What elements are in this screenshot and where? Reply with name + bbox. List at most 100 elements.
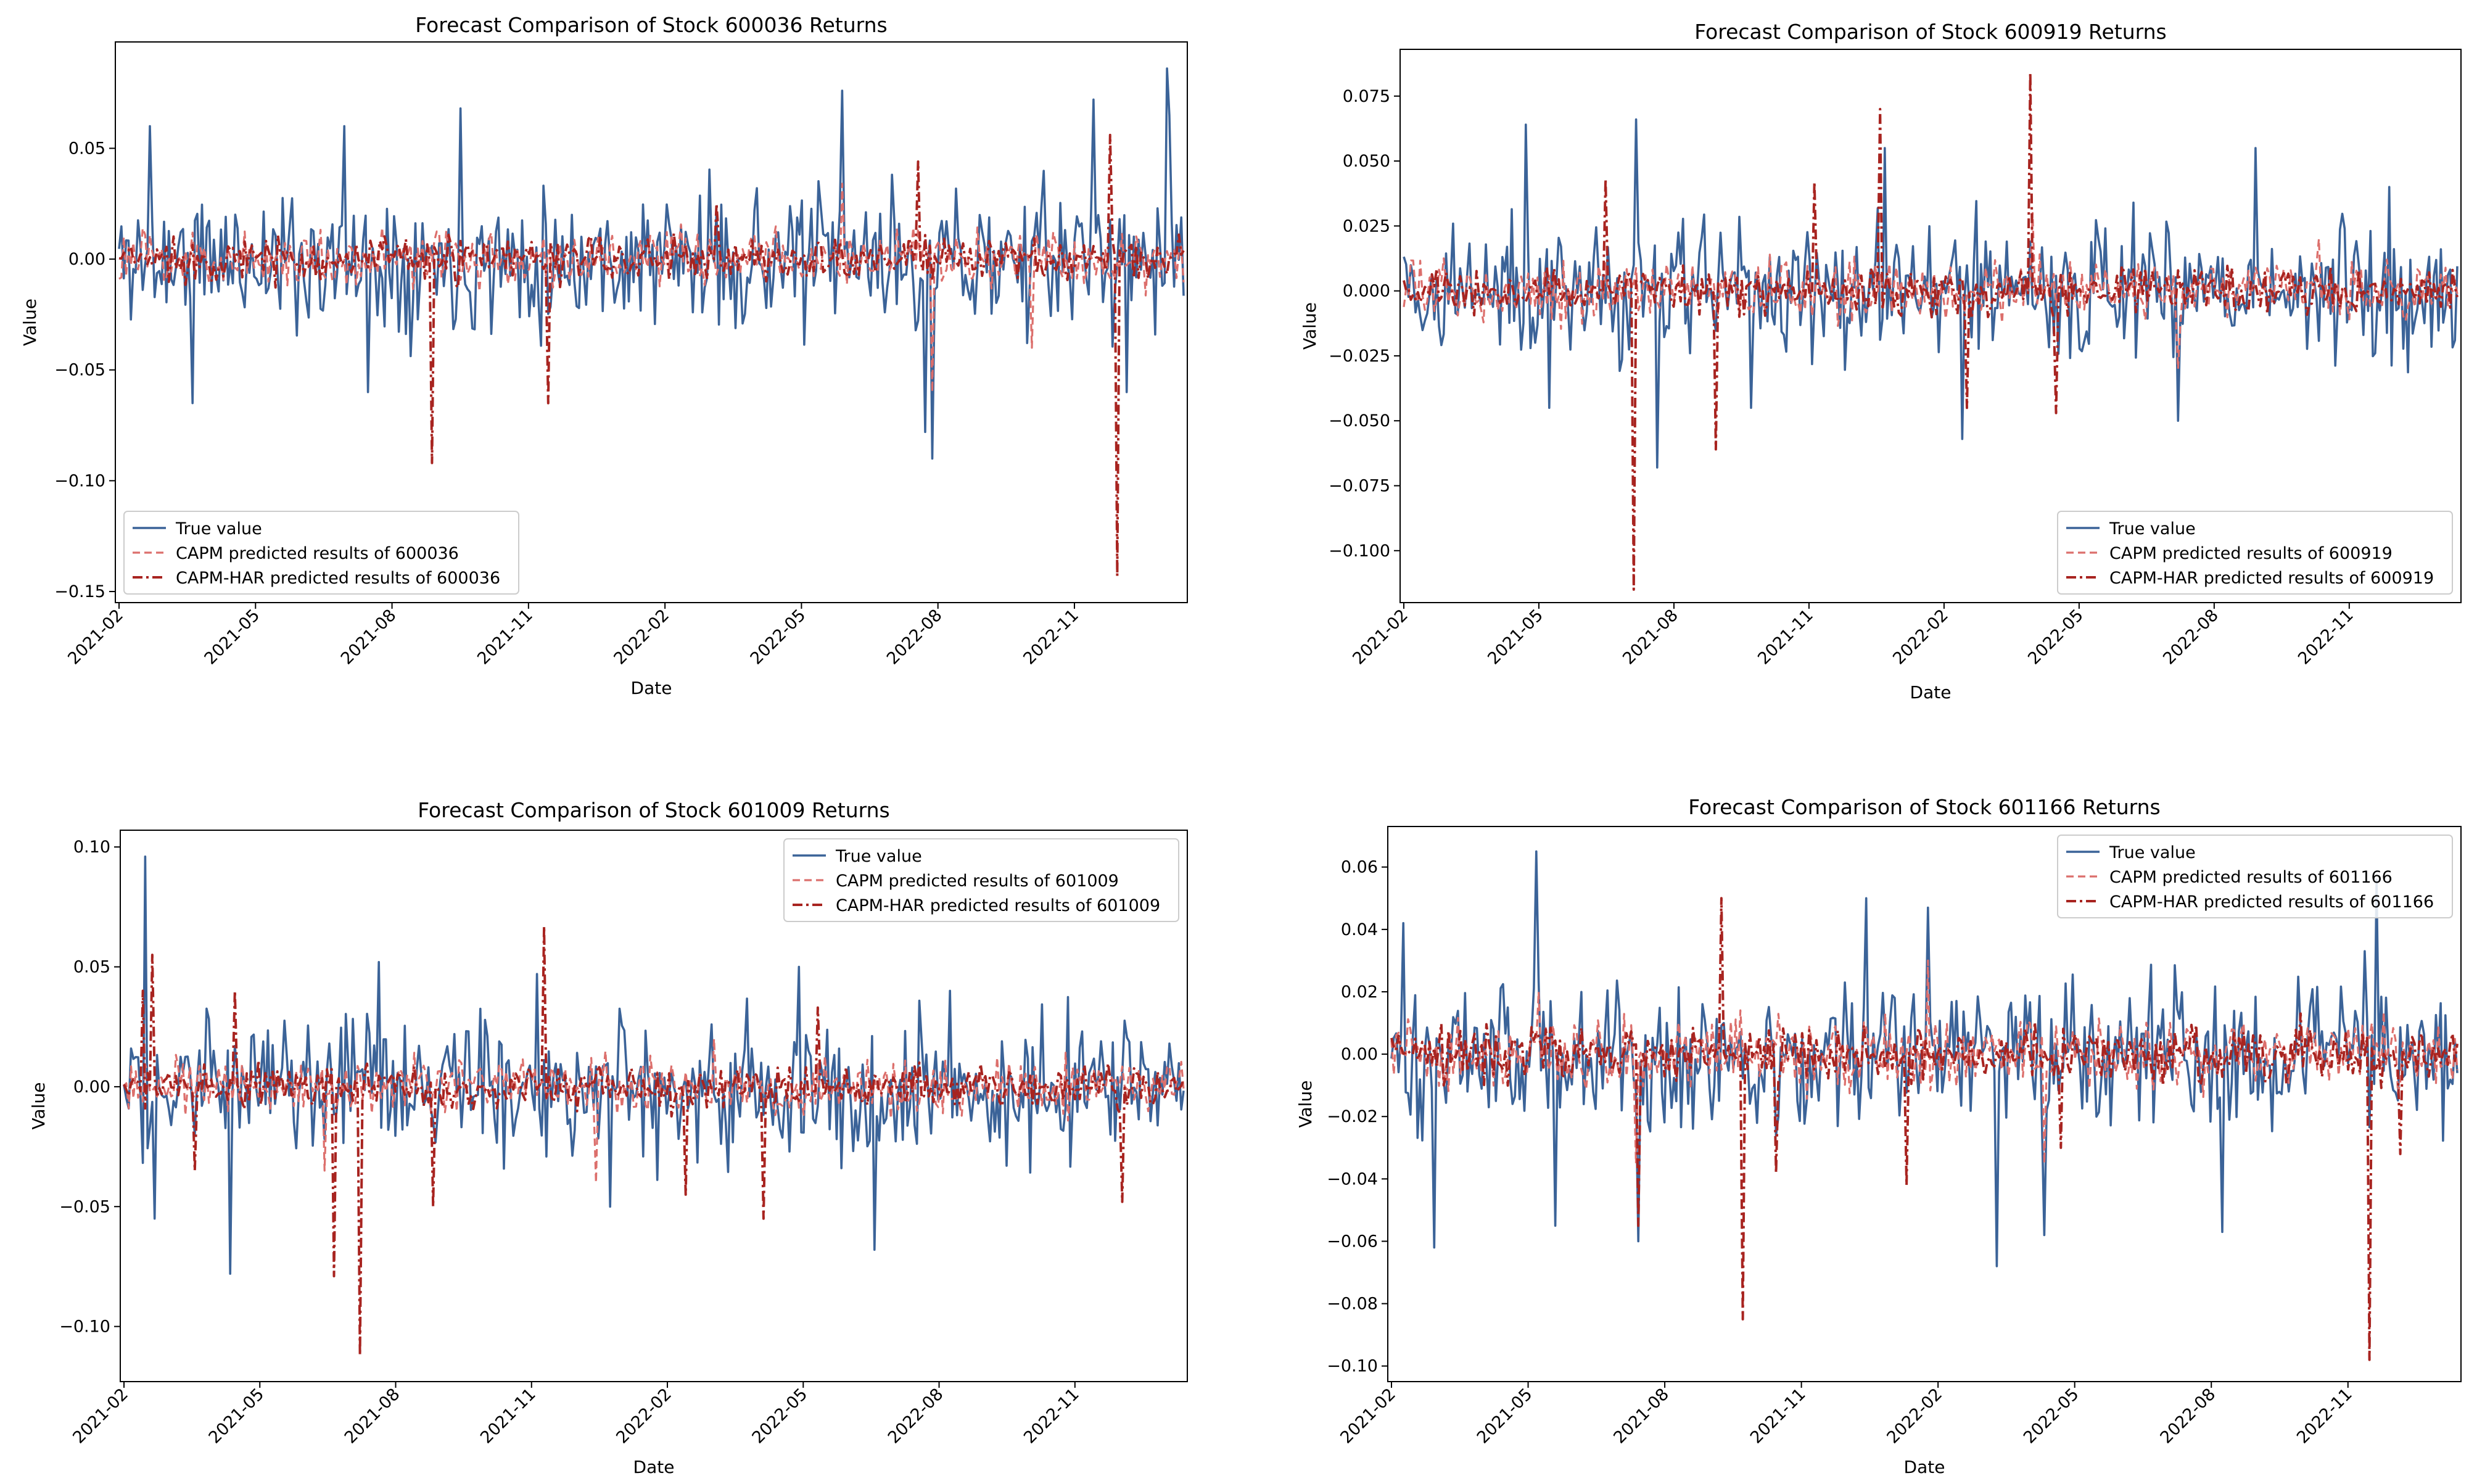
x-tick-label: 2021-02 <box>1337 1385 1399 1448</box>
legend-box <box>123 511 519 595</box>
y-tick-label: −0.050 <box>1329 411 1390 431</box>
legend-label-capm: CAPM predicted results of 600919 <box>2109 544 2393 563</box>
axes-frame <box>120 830 1188 1382</box>
y-tick-label: 0.06 <box>1341 858 1378 877</box>
x-tick-label: 2021-08 <box>1619 606 1682 669</box>
y-tick-label: −0.04 <box>1327 1169 1378 1189</box>
chart-title: Forecast Comparison of Stock 600036 Retu… <box>415 13 887 37</box>
x-tick-label: 2021-05 <box>1484 606 1547 669</box>
series-line-har <box>1403 71 2459 591</box>
x-tick-label: 2021-02 <box>64 606 127 669</box>
panel-stock-600919: Forecast Comparison of Stock 600919 Retu… <box>1300 20 2462 703</box>
y-tick-label: 0.00 <box>73 1078 110 1097</box>
legend-label-capm: CAPM predicted results of 600036 <box>176 544 459 563</box>
legend-box <box>2057 511 2453 595</box>
x-tick-label: 2022-08 <box>883 606 946 669</box>
y-tick-label: −0.025 <box>1329 347 1390 366</box>
y-tick-label: −0.05 <box>54 361 105 380</box>
y-tick-label: −0.10 <box>59 1317 110 1337</box>
axes-frame <box>115 41 1188 603</box>
y-tick-label: 0.00 <box>1341 1045 1378 1064</box>
x-tick-label: 2022-11 <box>2293 1385 2356 1448</box>
series-line-har <box>118 133 1185 577</box>
y-tick-label: −0.075 <box>1329 476 1390 495</box>
series-line-capm <box>123 1037 1185 1184</box>
y-tick-label: −0.15 <box>54 582 105 601</box>
legend-label-capm: CAPM predicted results of 601009 <box>836 872 1119 891</box>
legend-label-har: CAPM-HAR predicted results of 600919 <box>2109 569 2434 588</box>
y-axis-label: Value <box>1300 302 1320 350</box>
y-tick-label: 0.050 <box>1343 152 1390 171</box>
y-tick-label: −0.10 <box>54 471 105 490</box>
axes-frame <box>1387 826 2462 1382</box>
legend: True value CAPM predicted results of 6000… <box>123 511 519 595</box>
x-tick-label: 2021-05 <box>201 606 264 669</box>
y-tick-label: 0.05 <box>68 139 105 158</box>
y-axis-label: Value <box>20 299 40 346</box>
y-tick-label: 0.00 <box>68 250 105 269</box>
y-tick-label: 0.04 <box>1341 920 1378 939</box>
x-tick-label: 2021-02 <box>1349 606 1412 669</box>
series-line-capm <box>118 183 1185 394</box>
x-tick-label: 2021-11 <box>477 1385 540 1448</box>
x-tick-label: 2021-11 <box>1754 606 1817 669</box>
legend: True value CAPM predicted results of 6011… <box>2057 835 2453 918</box>
x-tick-label: 2022-11 <box>2294 606 2357 669</box>
legend-label-capm: CAPM predicted results of 601166 <box>2109 868 2393 887</box>
x-tick-label: 2021-05 <box>205 1385 268 1448</box>
x-tick-label: 2021-05 <box>1474 1385 1536 1448</box>
x-tick-label: 2022-02 <box>1889 606 1952 669</box>
series-line-true <box>1403 118 2459 469</box>
x-tick-label: 2022-11 <box>1020 606 1082 669</box>
series-line-capm <box>1403 212 2459 370</box>
y-tick-label: 0.10 <box>73 838 110 857</box>
x-tick-label: 2022-05 <box>749 1385 812 1448</box>
series-line-har <box>1390 897 2459 1361</box>
legend-label-har: CAPM-HAR predicted results of 600036 <box>176 569 500 588</box>
panel-stock-600036: Forecast Comparison of Stock 600036 Retu… <box>20 13 1188 698</box>
legend-label-true: True value <box>835 847 922 866</box>
y-tick-label: −0.08 <box>1327 1295 1378 1314</box>
x-tick-label: 2022-08 <box>2159 606 2222 669</box>
x-tick-label: 2021-11 <box>474 606 537 669</box>
legend-label-true: True value <box>175 519 262 538</box>
panel-stock-601166: Forecast Comparison of Stock 601166 Retu… <box>1295 795 2462 1477</box>
legend-box <box>783 838 1179 922</box>
x-tick-label: 2022-08 <box>2156 1385 2219 1448</box>
y-tick-label: 0.05 <box>73 958 110 977</box>
y-tick-label: −0.02 <box>1327 1107 1378 1126</box>
y-axis-label: Value <box>1295 1081 1316 1128</box>
x-axis-label: Date <box>1904 1457 1945 1477</box>
legend: True value CAPM predicted results of 6009… <box>2057 511 2453 595</box>
x-tick-label: 2022-05 <box>2020 1385 2083 1448</box>
legend-label-true: True value <box>2109 519 2196 538</box>
chart-title: Forecast Comparison of Stock 600919 Retu… <box>1694 20 2166 44</box>
x-tick-label: 2022-02 <box>612 1385 675 1448</box>
x-axis-label: Date <box>1910 682 1952 703</box>
series-line-capm <box>1390 959 2459 1165</box>
legend: True value CAPM predicted results of 6010… <box>783 838 1179 922</box>
x-tick-label: 2022-05 <box>2024 606 2087 669</box>
y-tick-label: 0.025 <box>1343 216 1390 236</box>
x-tick-label: 2022-02 <box>610 606 673 669</box>
y-tick-label: 0.02 <box>1341 983 1378 1002</box>
series-line-har <box>123 925 1185 1357</box>
y-tick-label: 0.075 <box>1343 87 1390 106</box>
x-tick-label: 2021-08 <box>341 1385 404 1448</box>
legend-box <box>2057 835 2453 918</box>
axes-frame <box>1399 49 2462 603</box>
chart-title: Forecast Comparison of Stock 601166 Retu… <box>1688 795 2160 819</box>
y-tick-label: −0.100 <box>1329 542 1390 561</box>
x-tick-label: 2021-08 <box>337 606 400 669</box>
x-tick-label: 2021-02 <box>69 1385 132 1448</box>
x-tick-label: 2022-08 <box>884 1385 947 1448</box>
y-tick-label: −0.06 <box>1327 1232 1378 1251</box>
y-axis-label: Value <box>28 1082 49 1130</box>
x-axis-label: Date <box>631 678 672 698</box>
x-tick-label: 2021-11 <box>1747 1385 1810 1448</box>
x-tick-label: 2022-11 <box>1020 1385 1083 1448</box>
x-tick-label: 2022-05 <box>747 606 810 669</box>
y-tick-label: −0.10 <box>1327 1357 1378 1376</box>
x-tick-label: 2022-02 <box>1883 1385 1946 1448</box>
